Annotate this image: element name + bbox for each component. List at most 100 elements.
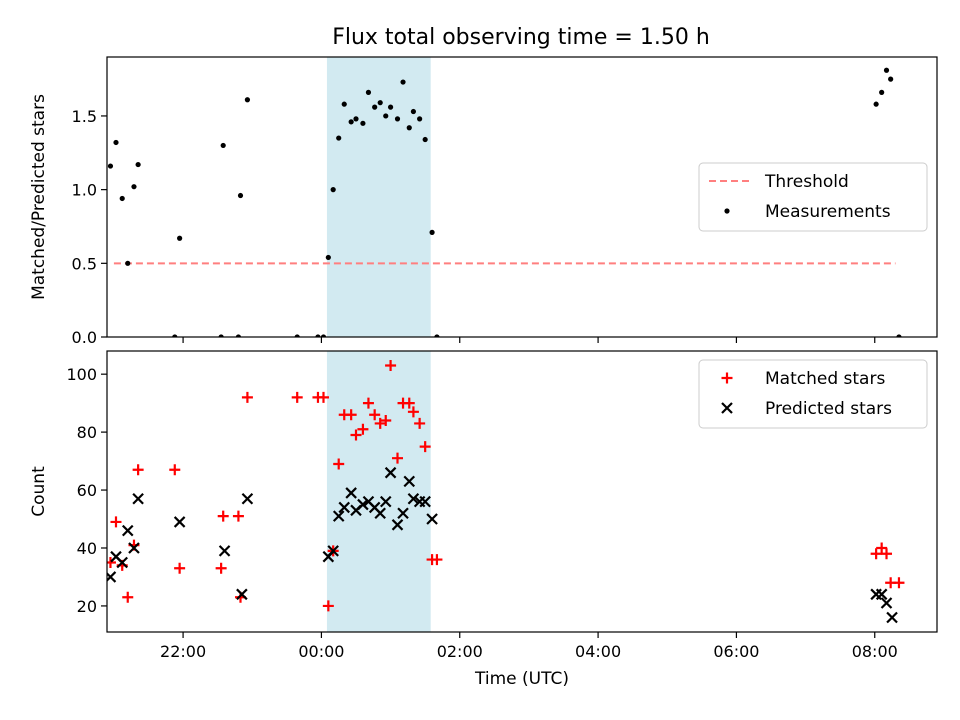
matched-star-point [369,409,381,421]
predicted-star-point [345,487,357,499]
measurement-point [387,104,394,110]
measurement-point [235,334,242,337]
y-tick-label: 100 [66,365,97,384]
predicted-star-point [128,542,140,554]
matched-star-point [350,429,362,441]
measurement-point [125,260,131,266]
axes-frame [106,350,938,633]
measurement-point [406,125,412,131]
matched-star-point [870,548,882,560]
predicted-star-point [384,466,397,479]
matched-star-point [380,415,392,427]
predicted-star-point [236,588,248,601]
matched-star-point [362,397,374,409]
matched-star-point [345,409,357,421]
predicted-star-point [132,492,144,505]
predicted-star-point [379,495,392,508]
matched-star-point [132,464,144,476]
measurement-point [330,187,336,193]
matched-star-point [291,391,303,403]
measurement-point [131,184,137,190]
legend-handle-matched [721,372,733,384]
matched-star-point [357,423,369,435]
predicted-star-point [116,556,128,569]
legend-label: Measurements [765,202,891,222]
x-tick-label: 06:00 [713,642,759,661]
legend-label: Threshold [764,172,849,192]
y-tick-label: 0.0 [72,328,97,347]
predicted-star-point [886,611,898,624]
chart-panel-1: 0.0 0.5 1.0 1.5 Matched/Predicted stars Thres… [29,56,938,347]
predicted-star-point [327,545,339,557]
legend-label: Matched stars [765,369,885,389]
legend-box [698,359,928,429]
x-tick-label: 04:00 [575,642,621,661]
measurement-point [365,89,372,95]
plot-area [107,359,905,624]
measurement-point [434,334,440,337]
measurement-point [336,135,342,141]
chart-panels: 0.0 0.5 1.0 1.5 Matched/Predicted stars Thres… [29,56,938,689]
measurement-point [172,334,178,337]
measurement-point [315,334,321,337]
legend-box [698,162,928,232]
plot-area [107,67,902,337]
measurement-point [896,334,902,337]
matched-star-point [232,510,244,522]
measurement-point [220,142,226,149]
measurement-point [218,334,224,337]
shaded-observing-window [326,351,431,632]
predicted-star-point [241,492,254,505]
measurement-point [325,254,331,261]
predicted-star-point [426,513,438,525]
shaded-observing-window [326,57,431,337]
measurement-point [320,334,327,337]
matched-star-point [169,464,181,476]
measurement-point [429,229,435,235]
predicted-star-point [357,498,369,511]
matched-star-point [122,591,134,603]
y-tick-label: 0.5 [72,254,97,273]
measurement-point [394,116,401,122]
matched-star-point [333,458,345,470]
predicted-star-point [880,597,893,609]
measurement-point [417,116,423,122]
matched-star-point [322,600,334,612]
measurement-point [377,100,383,106]
measurement-point [113,139,119,146]
matched-star-point [241,391,253,403]
measurement-point [177,235,183,241]
measurement-point [410,108,417,115]
matched-star-point [407,406,419,418]
x-tick-label: 00:00 [298,642,344,661]
measurement-point [119,195,125,202]
matched-star-point [414,417,426,429]
legend: Threshold Measurements [698,162,928,232]
x-tick-label: 22:00 [160,642,206,661]
matched-star-point [110,516,122,528]
measurement-point [883,67,890,73]
matched-star-point [107,556,116,568]
matched-star-point [174,562,186,574]
measurement-point [294,334,300,337]
measurement-point [383,113,389,119]
predicted-star-point [374,507,386,520]
measurement-point [372,104,378,110]
matched-star-point [876,542,888,554]
y-tick-label: 40 [77,539,97,558]
measurement-point [135,161,141,168]
measurement-point [237,192,244,199]
matched-star-point [881,548,893,560]
matched-star-point [392,452,403,464]
predicted-star-point [332,510,345,522]
matched-star-point [374,417,386,429]
measurement-point [360,120,366,126]
measurement-point [879,89,885,95]
measurement-point [888,76,894,82]
legend: Matched stars Predicted stars [698,359,928,429]
predicted-star-point [391,519,404,531]
measurement-point [873,101,879,107]
matched-star-point [317,391,329,403]
measurement-point [107,163,114,169]
